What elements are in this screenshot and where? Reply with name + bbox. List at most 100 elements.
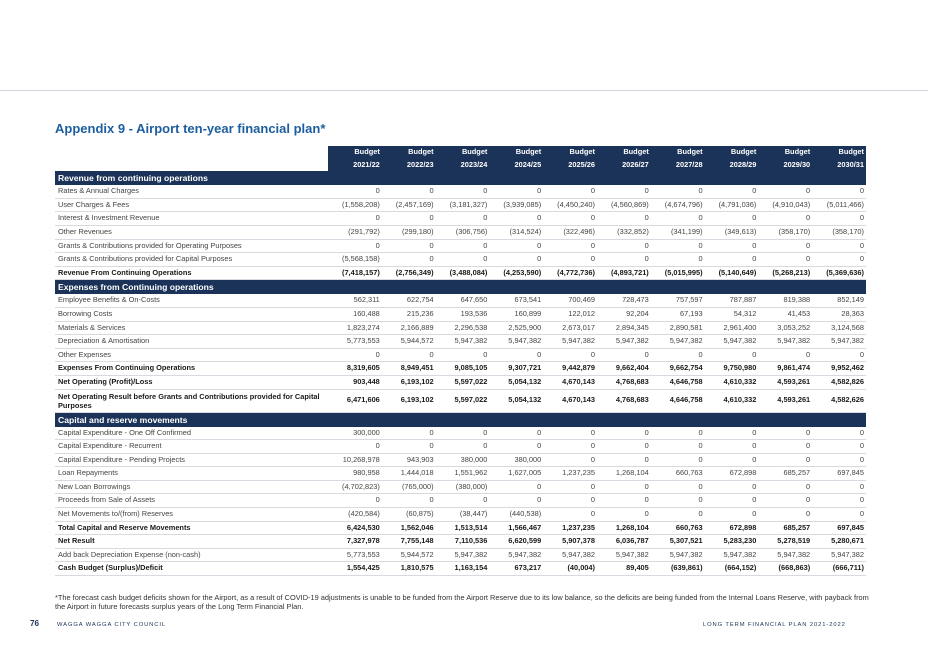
column-header-year: 2021/22 [353, 159, 380, 169]
row-value: 0 [381, 348, 436, 363]
row-value: 903,448 [328, 375, 382, 390]
row-value: (380,000) [435, 480, 490, 495]
row-value: 0 [812, 493, 866, 509]
row-value: 10,268,978 [328, 453, 382, 468]
row-value: 0 [328, 348, 382, 363]
row-value: 562,311 [328, 294, 382, 308]
row-value: 1,444,018 [381, 466, 436, 481]
row-value: 0 [543, 453, 597, 468]
row-value: 5,947,382 [758, 548, 813, 563]
row-label: Net Operating (Profit)/Loss [55, 375, 328, 390]
row-value: 0 [489, 426, 544, 441]
row-value: 9,861,474 [758, 361, 813, 376]
row-value: 0 [596, 426, 651, 441]
row-value: (349,613) [704, 225, 759, 240]
row-value: 5,947,382 [596, 548, 651, 563]
row-label: Other Revenues [55, 225, 328, 240]
row-value: 0 [543, 439, 597, 454]
table-row: Borrowing Costs 160,488 215,236 193,536 160,… [55, 307, 866, 322]
row-value: 2,166,889 [381, 321, 436, 336]
row-value: 41,453 [758, 307, 813, 322]
row-value: 1,627,005 [489, 466, 544, 481]
row-value: (1,558,208) [328, 198, 382, 213]
table-row: Add back Depreciation Expense (non-cash)… [55, 548, 866, 563]
column-header-label: Budget [677, 147, 703, 156]
column-header: Budget 2021/22 [328, 146, 382, 172]
row-value: 89,405 [596, 561, 651, 577]
top-band [0, 0, 928, 90]
row-value: (5,568,158) [328, 252, 382, 267]
row-value: 6,193,102 [381, 375, 436, 390]
row-value: 1,513,514 [435, 521, 490, 536]
row-value: 0 [758, 439, 813, 454]
row-value: 67,193 [650, 307, 705, 322]
table-row: Net Movements to/(from) Reserves (420,584… [55, 507, 866, 522]
table-row: Employee Benefits & On-Costs 562,311 622,7… [55, 294, 866, 308]
row-value: 5,054,132 [489, 375, 544, 390]
row-value: (358,170) [812, 225, 866, 240]
row-value: 5,773,553 [328, 548, 382, 563]
row-value: 5,278,519 [758, 534, 813, 549]
row-value: 4,670,143 [543, 375, 597, 390]
row-value: (3,939,085) [489, 198, 544, 213]
column-header: Budget 2027/28 [650, 146, 705, 172]
row-value: 5,947,382 [489, 334, 544, 349]
row-value: 5,947,382 [758, 334, 813, 349]
row-value: 0 [812, 480, 866, 495]
row-value: 5,947,382 [704, 548, 759, 563]
row-value: 0 [758, 480, 813, 495]
row-value: 1,823,274 [328, 321, 382, 336]
row-value: 0 [812, 348, 866, 363]
row-value: 2,525,900 [489, 321, 544, 336]
row-value: 980,958 [328, 466, 382, 481]
row-value: 0 [489, 480, 544, 495]
row-value: 0 [543, 507, 597, 522]
document-title: LONG TERM FINANCIAL PLAN 2021-2022 [703, 622, 846, 628]
row-value: 380,000 [489, 453, 544, 468]
row-value: 6,424,530 [328, 521, 382, 536]
row-value: 4,610,332 [704, 389, 759, 413]
row-value: (306,756) [435, 225, 490, 240]
row-value: 0 [435, 252, 490, 267]
row-value: 0 [328, 239, 382, 254]
row-value: 28,363 [812, 307, 866, 322]
row-value: 5,947,382 [543, 334, 597, 349]
row-label: New Loan Borrowings [55, 480, 328, 495]
row-value: 193,536 [435, 307, 490, 322]
row-value: (332,852) [596, 225, 651, 240]
row-value: 5,947,382 [435, 334, 490, 349]
row-value: 685,257 [758, 466, 813, 481]
column-header: Budget 2026/27 [596, 146, 651, 172]
row-value: (664,152) [704, 561, 759, 577]
row-value: 0 [596, 185, 651, 199]
row-value: 160,488 [328, 307, 382, 322]
row-value: 5,947,382 [650, 548, 705, 563]
row-value: 7,755,148 [381, 534, 436, 549]
column-header-label: Budget [784, 147, 811, 156]
row-value: 660,763 [650, 521, 705, 536]
row-value: 0 [596, 211, 651, 226]
section-heading: Expenses from Continuing operations [55, 279, 866, 295]
row-value: 92,204 [596, 307, 651, 322]
row-label: Revenue From Continuing Operations [55, 266, 328, 281]
row-value: 9,442,879 [543, 361, 597, 376]
row-value: 5,280,671 [812, 534, 866, 549]
row-label: Net Operating Result before Grants and C… [55, 389, 328, 413]
column-header-year: 2028/29 [729, 159, 757, 169]
row-value: 0 [596, 252, 651, 267]
row-value: 0 [758, 453, 813, 468]
row-value: 5,944,572 [381, 548, 436, 563]
row-value: 6,620,599 [489, 534, 544, 549]
row-value: (2,457,169) [381, 198, 436, 213]
row-value: 0 [543, 185, 597, 199]
row-label: Cash Budget (Surplus)/Deficit [55, 561, 328, 577]
row-value: 5,597,022 [435, 389, 490, 413]
row-value: 1,237,235 [543, 521, 597, 536]
row-value: (2,756,349) [381, 266, 436, 281]
column-header-label: Budget [623, 147, 649, 156]
row-value: 0 [596, 439, 651, 454]
row-value: 0 [812, 211, 866, 226]
row-value: 0 [812, 426, 866, 441]
row-value: 787,887 [704, 294, 759, 308]
row-value: 0 [650, 239, 705, 254]
